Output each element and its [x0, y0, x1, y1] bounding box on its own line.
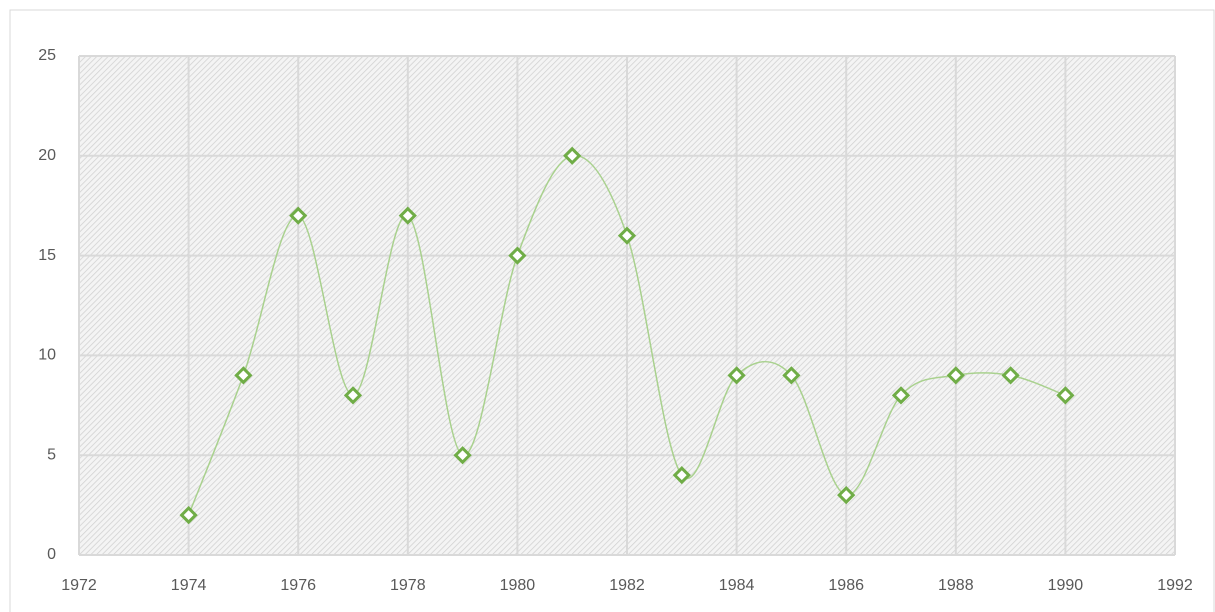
marker [1056, 386, 1075, 405]
x-tick-label: 1976 [280, 577, 316, 594]
marker [891, 386, 911, 405]
marker [782, 366, 801, 385]
x-tick-label: 1980 [500, 577, 536, 594]
marker [563, 146, 582, 165]
marker [398, 206, 417, 225]
y-tick-label: 10 [38, 347, 56, 364]
y-tick-label: 5 [47, 446, 56, 463]
marker [727, 366, 746, 385]
x-tick-label: 1972 [61, 577, 97, 594]
marker [837, 485, 856, 505]
x-tick-label: 1978 [390, 577, 426, 594]
marker [343, 386, 363, 405]
y-tick-label: 0 [47, 546, 56, 563]
y-tick-label: 20 [38, 147, 56, 164]
marker [672, 466, 691, 485]
x-tick-label: 1982 [609, 577, 645, 594]
x-tick-label: 1992 [1157, 577, 1193, 594]
x-tick-label: 1984 [719, 577, 755, 594]
marker [289, 206, 308, 225]
marker [453, 446, 472, 465]
marker [179, 505, 198, 525]
y-tick-label: 15 [38, 247, 56, 264]
x-tick-label: 1974 [171, 577, 207, 594]
marker [234, 366, 253, 385]
y-tick-label: 25 [38, 47, 56, 64]
marker [946, 366, 965, 385]
marker [1001, 366, 1020, 385]
x-tick-label: 1988 [938, 577, 974, 594]
x-tick-label: 1990 [1048, 577, 1084, 594]
x-tick-label: 1986 [828, 577, 864, 594]
marker [508, 246, 527, 265]
marker [617, 226, 637, 245]
